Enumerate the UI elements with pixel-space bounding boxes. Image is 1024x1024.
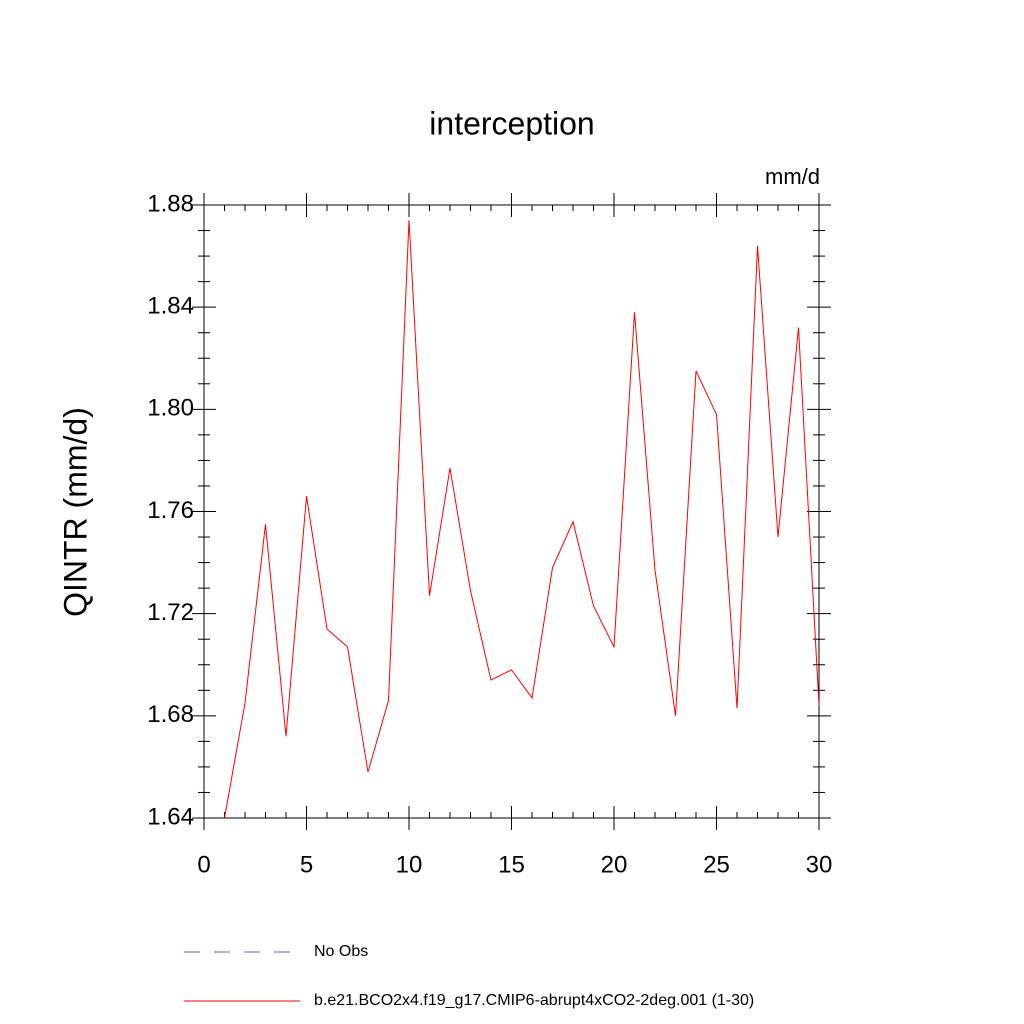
data-line — [224, 220, 820, 819]
y-tick-label: 1.84 — [147, 293, 194, 320]
y-tick-label: 1.72 — [147, 599, 194, 626]
chart-title: interception — [429, 105, 594, 141]
units-label: mm/d — [765, 164, 820, 189]
y-tick-label: 1.88 — [147, 190, 194, 217]
y-axis-label: QINTR (mm/d) — [57, 407, 93, 617]
legend-label: No Obs — [314, 943, 368, 960]
y-tick-label: 1.68 — [147, 701, 194, 728]
y-tick-label: 1.64 — [147, 803, 194, 830]
y-tick-label: 1.80 — [147, 395, 194, 422]
plot-frame — [203, 204, 820, 819]
x-tick-label: 5 — [300, 851, 313, 878]
x-tick-label: 0 — [197, 851, 210, 878]
x-tick-label: 25 — [703, 851, 730, 878]
legend-label: b.e21.BCO2x4.f19_g17.CMIP6-abrupt4xCO2-2… — [314, 992, 754, 1009]
x-tick-label: 15 — [498, 851, 525, 878]
x-tick-label: 30 — [806, 851, 833, 878]
x-tick-label: 20 — [601, 851, 628, 878]
y-tick-label: 1.76 — [147, 497, 194, 524]
x-tick-label: 10 — [396, 851, 423, 878]
